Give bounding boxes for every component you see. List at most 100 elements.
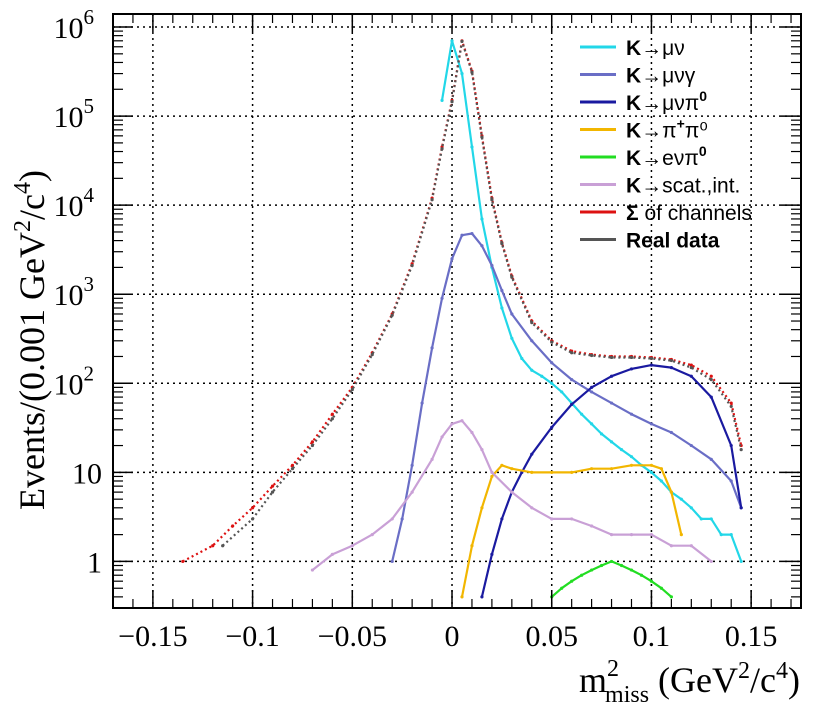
- y-tick-labels: 1 10 102 103 104 105 106: [54, 5, 103, 579]
- data-point: [550, 381, 554, 385]
- data-point: [540, 374, 544, 378]
- data-point: [410, 490, 414, 494]
- data-point: [500, 306, 504, 310]
- data-point: [500, 242, 504, 246]
- data-point: [490, 470, 494, 474]
- data-point: [460, 419, 464, 423]
- data-point: [480, 135, 484, 139]
- data-point: [250, 506, 255, 510]
- series-line-5: [311, 419, 712, 571]
- data-point: [450, 257, 454, 261]
- x-tick-label: −0.1: [225, 620, 279, 653]
- legend-entry: K→scat.,int.: [626, 175, 740, 198]
- data-point: [669, 358, 673, 363]
- legend-entry: K→μνπ0: [626, 88, 707, 115]
- legend-entry: K→μνγ: [626, 65, 696, 88]
- data-point: [450, 39, 454, 43]
- data-point: [709, 517, 713, 521]
- data-point: [470, 544, 474, 548]
- data-point: [470, 231, 474, 236]
- data-point: [430, 457, 434, 461]
- data-point: [629, 355, 634, 360]
- data-point: [510, 336, 514, 340]
- data-point: [709, 457, 713, 461]
- y-axis-label: Events/(0.001 GeV2/c4): [10, 170, 52, 510]
- data-point: [370, 533, 374, 537]
- data-point: [410, 463, 414, 467]
- data-point: [440, 296, 444, 300]
- data-point: [629, 463, 634, 467]
- grid: [113, 14, 801, 608]
- data-point: [629, 533, 634, 537]
- data-point: [739, 506, 743, 510]
- data-point: [330, 552, 334, 556]
- data-point: [580, 412, 584, 416]
- data-point: [709, 559, 713, 564]
- data-point: [570, 402, 574, 406]
- x-tick-label: 0.05: [525, 620, 578, 653]
- y-tick-label: 102: [54, 361, 95, 401]
- data-point: [480, 217, 484, 221]
- y-tick-label: 10: [72, 457, 102, 490]
- data-point: [430, 346, 434, 350]
- data-point: [609, 559, 614, 564]
- data-point: [390, 313, 394, 317]
- data-point: [619, 563, 624, 568]
- data-point: [629, 412, 634, 416]
- data-point: [460, 233, 464, 237]
- data-point: [420, 401, 424, 405]
- data-point: [639, 573, 644, 577]
- data-point: [440, 435, 444, 439]
- data-point: [590, 524, 594, 528]
- data-point: [480, 506, 484, 510]
- data-point: [470, 70, 474, 74]
- data-point: [689, 544, 693, 548]
- data-point: [470, 430, 474, 435]
- data-point: [350, 544, 354, 548]
- data-point: [570, 470, 574, 474]
- data-point: [669, 544, 673, 548]
- data-point: [739, 448, 743, 452]
- data-point: [659, 586, 664, 590]
- data-point: [729, 401, 733, 405]
- data-point: [440, 98, 444, 102]
- data-point: [609, 374, 614, 378]
- data-point: [460, 71, 464, 76]
- legend-entry: Σ of channels: [626, 202, 752, 225]
- data-point: [649, 533, 654, 537]
- data-point: [500, 463, 504, 467]
- data-point: [350, 387, 354, 392]
- data-point: [590, 422, 594, 426]
- legend-entry: K→π+π⁰: [626, 116, 708, 143]
- data-point: [570, 378, 574, 382]
- data-point: [609, 401, 614, 405]
- legend-entry: Real data: [626, 230, 720, 253]
- data-point: [689, 363, 693, 367]
- data-point: [270, 484, 275, 488]
- data-point: [590, 353, 594, 358]
- data-point: [510, 467, 514, 471]
- plot-frame: [112, 13, 802, 609]
- y-tick-label: 103: [54, 272, 95, 312]
- x-tick-label: −0.05: [318, 620, 387, 653]
- y-tick-label: 104: [54, 183, 95, 223]
- data-point: [669, 595, 673, 599]
- y-tick-label: 106: [54, 5, 95, 45]
- legend-entry: K→eνπ0: [626, 143, 707, 170]
- data-point: [480, 595, 484, 599]
- data-point: [560, 586, 564, 590]
- data-point: [669, 430, 673, 435]
- data-point: [400, 517, 404, 521]
- data-point: [739, 559, 743, 564]
- data-point: [500, 517, 504, 521]
- data-point: [510, 312, 514, 316]
- data-point: [609, 355, 614, 360]
- data-point: [550, 425, 554, 429]
- data-point: [330, 412, 334, 416]
- data-point: [599, 432, 604, 436]
- data-point: [450, 422, 454, 426]
- data-point: [530, 452, 534, 456]
- data-point: [470, 145, 474, 149]
- data-point: [649, 579, 654, 583]
